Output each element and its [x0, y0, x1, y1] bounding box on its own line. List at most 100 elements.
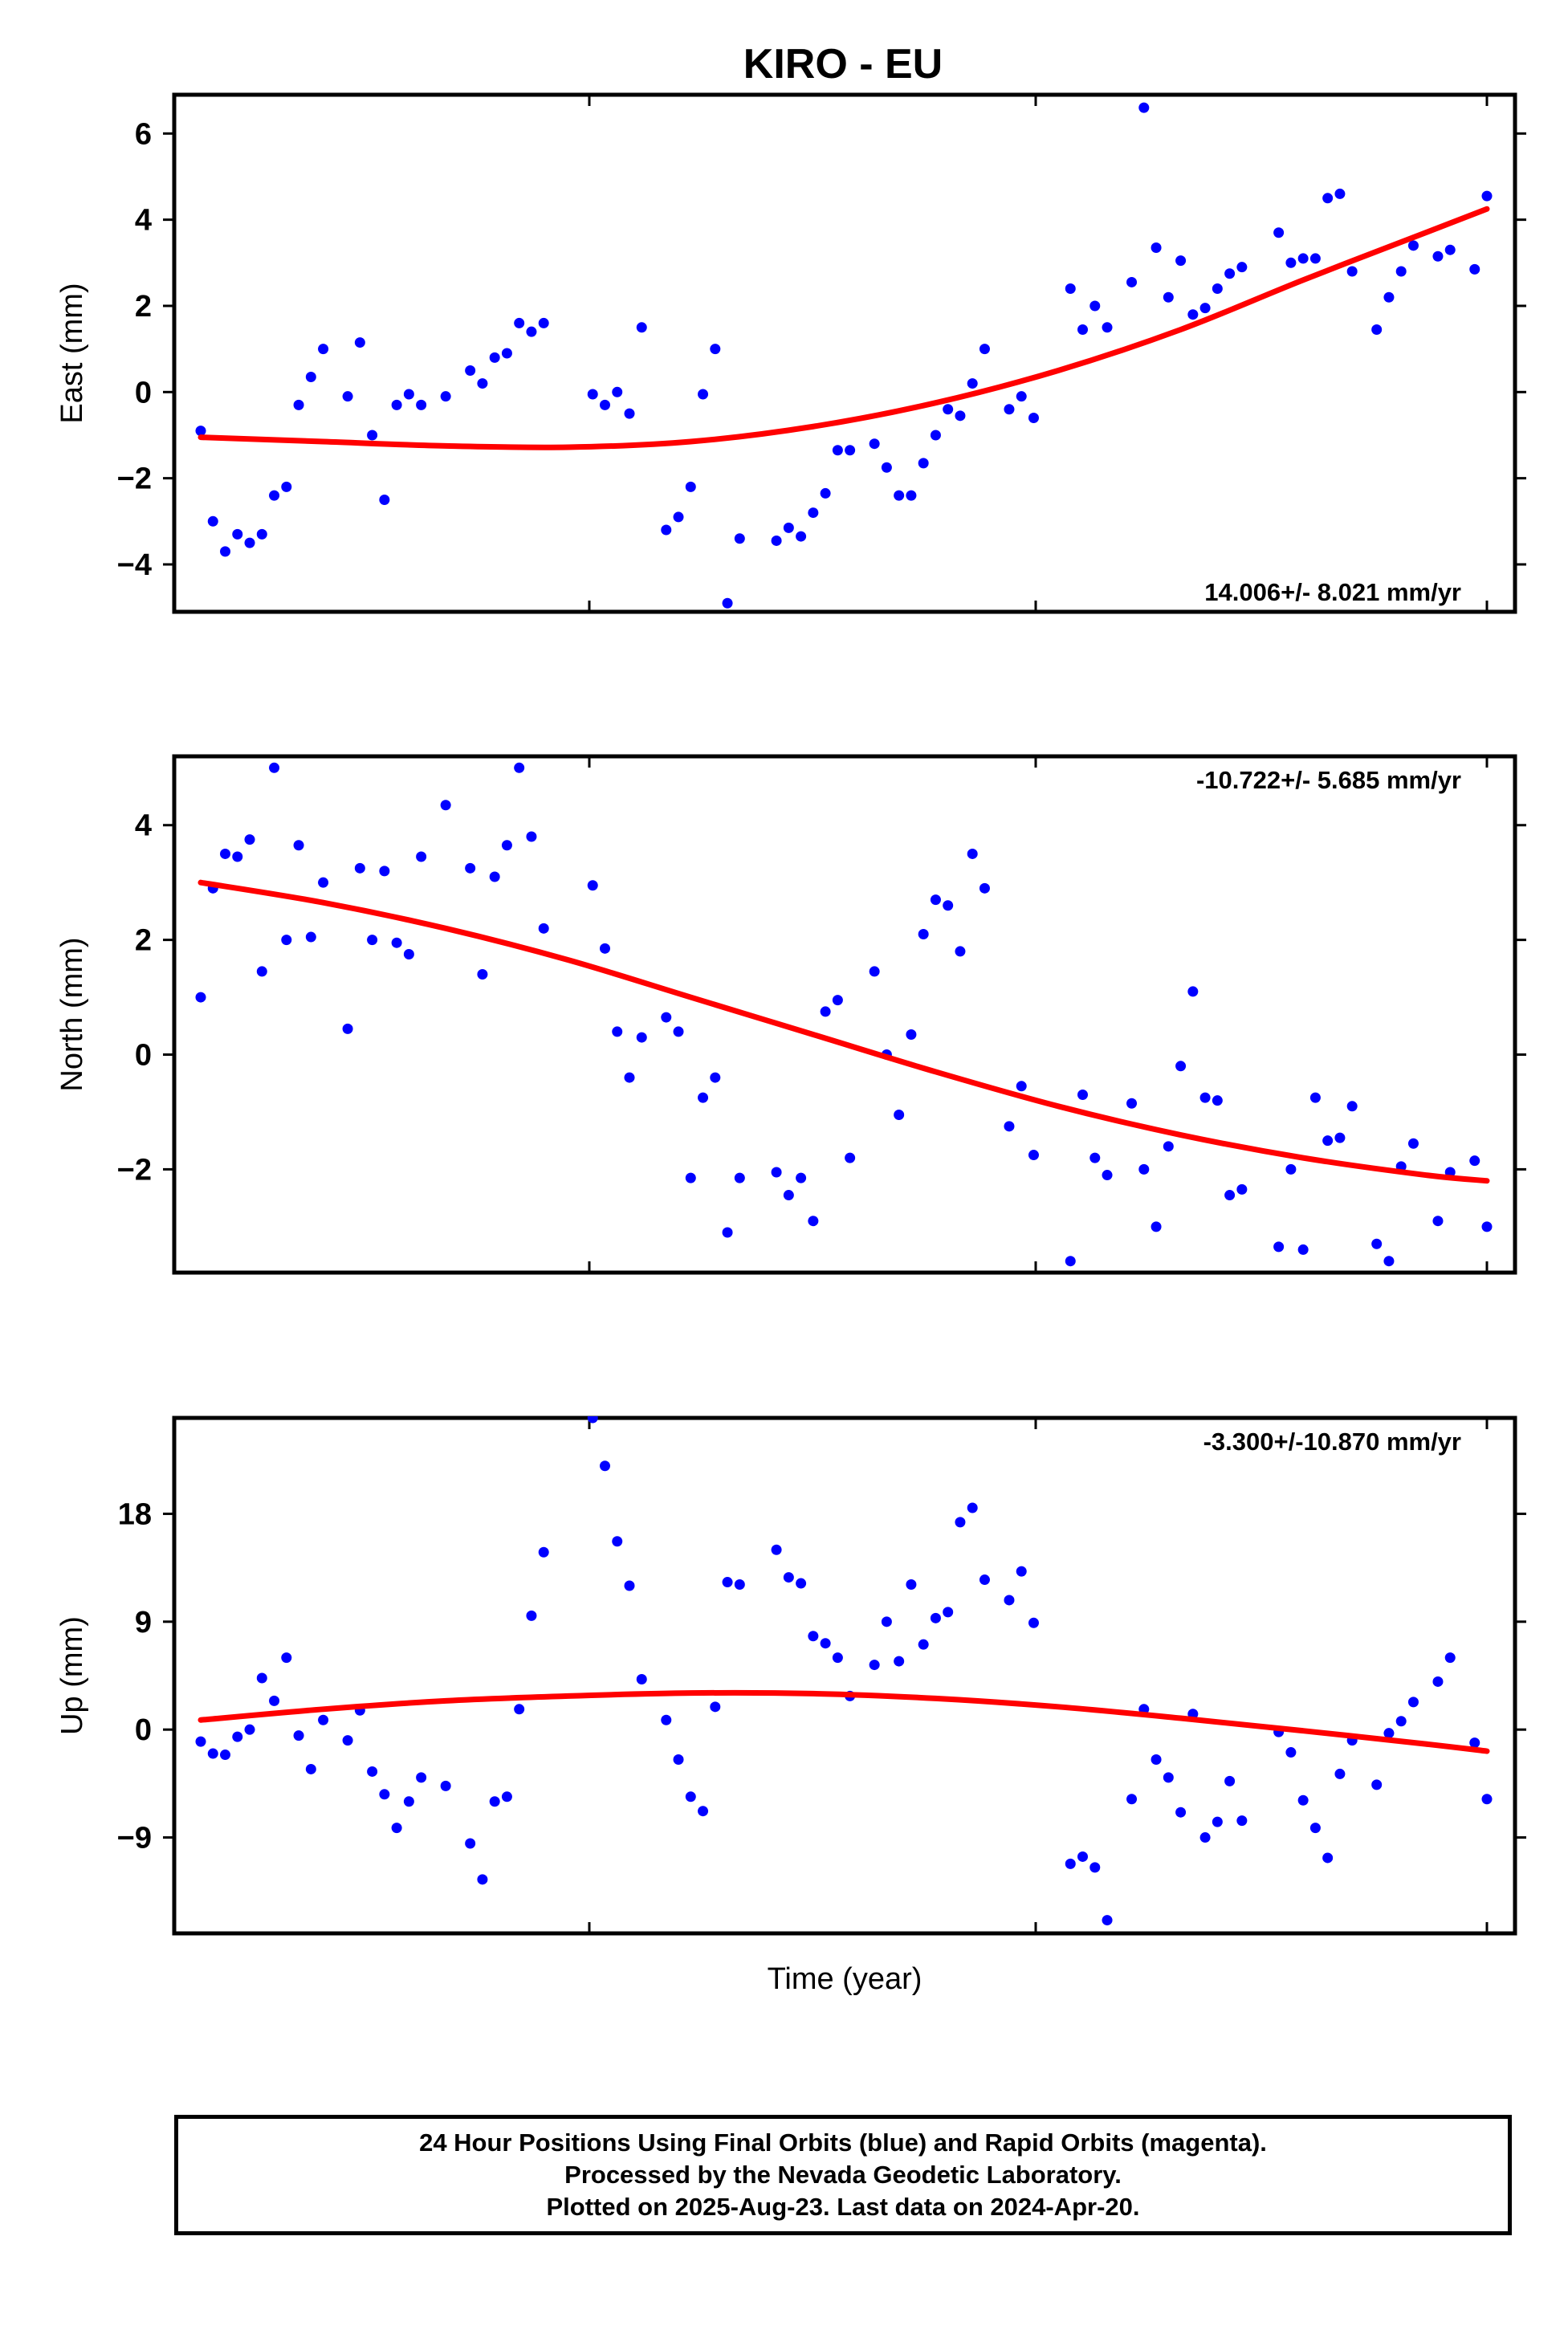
east-data-point	[1175, 255, 1187, 267]
north-data-point	[1199, 1092, 1211, 1103]
up-data-point	[465, 1838, 476, 1849]
north-data-point	[1285, 1163, 1297, 1175]
north-fit-curve	[198, 879, 1490, 1184]
east-data-point	[796, 531, 807, 542]
north-data-point	[342, 1023, 353, 1034]
north-y-axis-label: North (mm)	[55, 937, 89, 1091]
up-rate-label: -3.300+/-10.870 mm/yr	[1203, 1428, 1461, 1456]
east-data-point	[232, 528, 243, 540]
north-data-point	[281, 935, 292, 946]
north-data-point	[1297, 1244, 1309, 1255]
up-data-point	[1163, 1772, 1174, 1783]
east-data-point	[244, 537, 255, 548]
up-data-point	[269, 1695, 280, 1706]
north-data-point	[1407, 1138, 1419, 1149]
north-data-point	[979, 882, 990, 894]
east-y-axis-label: East (mm)	[55, 283, 89, 423]
up-data-point	[698, 1806, 709, 1817]
east-data-point	[955, 410, 966, 422]
up-y-tick-label: 9	[135, 1606, 152, 1640]
east-data-point	[489, 352, 500, 363]
up-data-point	[1334, 1768, 1346, 1779]
north-data-point	[514, 762, 525, 773]
up-data-point	[967, 1502, 978, 1513]
north-data-point	[1089, 1152, 1101, 1163]
up-data-point	[293, 1730, 304, 1741]
north-data-point	[269, 762, 280, 773]
east-data-point	[1285, 257, 1297, 268]
up-data-point	[612, 1536, 623, 1547]
north-data-point	[526, 831, 537, 842]
north-panel: −2 0 2 4 North (mm) -10.722+/- 5.685 mm/yr	[55, 754, 1526, 1275]
up-data-point	[1212, 1816, 1223, 1827]
east-data-point	[440, 391, 451, 402]
north-frame	[172, 754, 1517, 1275]
up-data-point	[1322, 1852, 1334, 1864]
up-data-point	[808, 1631, 819, 1642]
east-y-tick-label: 0	[135, 376, 152, 409]
north-data-point	[1481, 1221, 1493, 1232]
north-data-point	[244, 834, 255, 845]
east-data-point	[501, 348, 512, 359]
east-data-point	[1407, 240, 1419, 251]
up-data-point	[538, 1546, 549, 1558]
north-data-point	[1309, 1092, 1321, 1103]
up-data-point	[1199, 1832, 1211, 1843]
up-data-point	[1383, 1728, 1395, 1739]
east-data-point	[1236, 262, 1248, 273]
up-data-point	[318, 1714, 329, 1725]
east-data-point	[391, 399, 402, 410]
east-data-point	[367, 430, 378, 441]
east-data-point	[1395, 266, 1407, 277]
east-data-point	[354, 337, 365, 348]
east-data-point	[771, 535, 782, 546]
north-data-point	[354, 862, 365, 874]
x-axis-label: Time (year)	[768, 1962, 922, 1996]
east-data-point	[673, 511, 684, 523]
up-data-point	[599, 1460, 610, 1472]
north-data-point	[220, 848, 231, 859]
north-data-point	[416, 851, 427, 862]
up-data-point	[624, 1580, 635, 1591]
east-data-point	[710, 344, 721, 355]
up-data-point	[1309, 1823, 1321, 1834]
east-data-point	[526, 326, 537, 337]
north-data-point	[477, 968, 488, 980]
north-data-point	[489, 871, 500, 882]
north-data-point	[1004, 1121, 1015, 1132]
north-data-point	[1212, 1095, 1223, 1106]
east-data-point	[305, 372, 316, 383]
east-data-point	[1297, 253, 1309, 264]
east-data-point	[832, 445, 843, 456]
up-data-point	[869, 1660, 880, 1671]
east-y-tick-label: 4	[135, 204, 152, 238]
north-data-point	[710, 1072, 721, 1083]
east-data-point	[514, 317, 525, 328]
east-data-point	[1199, 303, 1211, 314]
east-data-point	[1346, 266, 1358, 277]
north-data-point	[894, 1110, 905, 1121]
east-data-point	[1224, 268, 1236, 279]
north-data-point	[293, 840, 304, 851]
up-data-point	[943, 1607, 954, 1618]
east-data-point	[1371, 324, 1383, 335]
up-data-point	[1126, 1794, 1138, 1805]
up-data-point	[1089, 1862, 1101, 1873]
up-data-point	[1224, 1775, 1236, 1786]
up-data-point	[796, 1578, 807, 1589]
up-data-point	[1102, 1915, 1113, 1926]
east-data-point	[820, 487, 831, 499]
east-data-point	[808, 507, 819, 519]
up-panel: −9 0 9 18 Up (mm) -3.300+/-10.870 mm/yr	[55, 1416, 1526, 1936]
north-data-point	[1432, 1216, 1444, 1227]
east-data-point	[783, 522, 794, 533]
up-data-point	[685, 1791, 696, 1802]
east-y-tick-label: −4	[117, 548, 152, 582]
north-data-point	[318, 877, 329, 888]
up-data-point	[722, 1577, 733, 1588]
north-data-point	[1077, 1090, 1089, 1101]
north-data-point	[1138, 1163, 1150, 1175]
up-data-point	[440, 1780, 451, 1791]
north-data-point	[869, 966, 880, 977]
up-data-point	[1016, 1566, 1027, 1577]
